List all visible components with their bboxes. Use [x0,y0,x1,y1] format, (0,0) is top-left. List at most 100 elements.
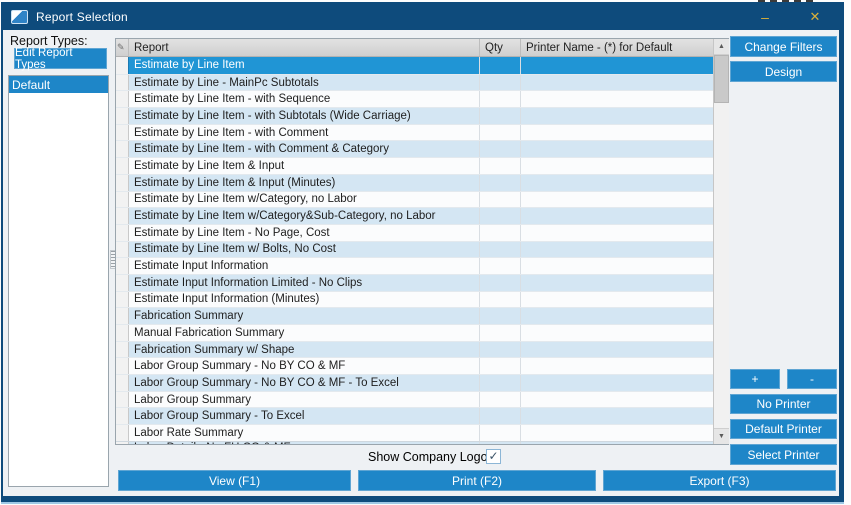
default-printer-button[interactable]: Default Printer [730,419,837,439]
table-row[interactable]: Estimate by Line Item - with Subtotals (… [116,107,713,124]
table-row[interactable]: Estimate Input Information Limited - No … [116,273,713,291]
column-header-printer[interactable]: Printer Name - (*) for Default [526,41,673,54]
table-row[interactable]: Estimate by Line Item - with Sequence [116,90,713,108]
design-button[interactable]: Design [730,61,837,82]
report-name-cell: Fabrication Summary w/ Shape [129,341,480,358]
table-row[interactable]: Labor Group Summary - No BY CO & MF - To… [116,374,713,391]
qty-cell [480,341,521,358]
indicator-pencil-icon: ✎ [117,42,125,52]
row-indicator-cell [116,425,129,441]
no-printer-button[interactable]: No Printer [730,394,837,414]
table-row[interactable]: Estimate by Line - MainPc Subtotals [116,73,713,91]
close-icon: ✕ [809,9,821,24]
print-button[interactable]: Print (F2) [358,470,596,491]
report-type-list-item[interactable]: Default [9,76,108,93]
column-header-report[interactable]: Report [129,39,480,56]
qty-cell [480,158,521,174]
printer-cell [521,292,713,308]
report-name-cell: Estimate by Line Item - with Comment & C… [129,141,480,158]
qty-cell [480,191,521,208]
report-name-cell: Estimate Input Information [129,258,480,274]
row-indicator-cell [116,158,129,174]
table-row[interactable]: Manual Fabrication Summary [116,324,713,341]
scrollbar-track[interactable] [714,103,729,428]
titlebar: Report Selection – ✕ [3,4,839,30]
printer-cell [521,141,713,157]
table-row[interactable]: Labor Group Summary - To Excel [116,407,713,425]
qty-cell [480,425,521,441]
table-vertical-scrollbar[interactable]: ▲ ▼ [713,39,729,444]
scrollbar-thumb[interactable] [714,55,729,103]
table-row[interactable]: Estimate by Line Item & Input (Minutes) [116,173,713,191]
table-row[interactable]: Labor Rate Summary [116,424,713,441]
row-indicator-cell [116,141,129,158]
report-name-cell: Estimate by Line Item - with Sequence [129,91,480,108]
table-row[interactable]: Estimate Input Information [116,257,713,274]
qty-cell [480,91,521,108]
printer-cell [521,275,713,291]
close-button[interactable]: ✕ [799,4,831,30]
table-row[interactable]: Labor Group Summary [116,390,713,408]
qty-cell [480,57,521,74]
row-indicator-header[interactable]: ✎ [116,39,129,56]
qty-cell [480,124,521,141]
row-indicator-cell [116,408,129,425]
window-bottom-highlight [1,502,844,504]
table-row[interactable]: Estimate by Line Item & Input [116,157,713,174]
printer-cell [521,208,713,224]
select-printer-button[interactable]: Select Printer [730,444,837,465]
report-name-cell: Estimate by Line Item - with Subtotals (… [129,108,480,124]
row-indicator-cell [116,124,129,141]
increase-qty-button[interactable]: + [730,369,780,389]
check-icon: ✓ [488,449,499,463]
qty-cell [480,174,521,191]
table-row[interactable]: Labor Detail - No FH CO & MF [116,440,713,444]
edit-report-types-button[interactable]: Edit Report Types [14,47,107,71]
table-row[interactable]: Estimate by Line Item [116,57,713,74]
scrollbar-down-button[interactable]: ▼ [714,428,729,444]
table-header-row: ✎ Report Qty Printer Name - (*) for Defa… [116,39,713,57]
table-row[interactable]: Estimate by Line Item w/Category, no Lab… [116,190,713,208]
scrollbar-up-button[interactable]: ▲ [714,39,729,55]
window-title: Report Selection [36,10,128,24]
printer-cell [521,108,713,124]
printer-cell [521,408,713,424]
table-row[interactable]: Estimate by Line Item w/ Bolts, No Cost [116,240,713,258]
qty-cell [480,241,521,258]
report-types-listbox[interactable]: Default [8,75,109,487]
qty-cell [480,408,521,425]
table-row[interactable]: Labor Group Summary - No BY CO & MF [116,357,713,375]
table-row[interactable]: Estimate by Line Item - with Comment [116,123,713,141]
show-company-logo-checkbox[interactable]: ✓ [486,449,501,464]
table-row[interactable]: Estimate by Line Item - No Page, Cost [116,223,713,241]
qty-cell [480,224,521,241]
printer-cell [521,57,713,74]
table-row[interactable]: Estimate by Line Item - with Comment & C… [116,140,713,158]
table-row[interactable]: Estimate by Line Item w/Category&Sub-Cat… [116,207,713,224]
minimize-button[interactable]: – [749,4,781,30]
column-header-qty[interactable]: Qty [480,39,521,56]
report-name-cell: Labor Group Summary - No BY CO & MF [129,358,480,375]
report-name-cell: Estimate by Line - MainPc Subtotals [129,74,480,91]
row-indicator-cell [116,224,129,241]
printer-cell [521,358,713,374]
printer-cell [521,425,713,441]
row-indicator-cell [116,74,129,91]
printer-cell [521,342,713,358]
report-name-cell: Estimate by Line Item & Input (Minutes) [129,174,480,191]
printer-cell [521,192,713,208]
table-row[interactable]: Estimate Input Information (Minutes) [116,290,713,308]
qty-cell [480,358,521,375]
decrease-qty-button[interactable]: - [787,369,837,389]
view-button[interactable]: View (F1) [118,470,351,491]
screen-edge-artifact [758,0,818,2]
printer-cell [521,158,713,174]
report-name-cell: Estimate by Line Item w/ Bolts, No Cost [129,241,480,258]
qty-cell [480,141,521,158]
table-row[interactable]: Fabrication Summary [116,307,713,324]
qty-cell [480,108,521,124]
table-row[interactable]: Fabrication Summary w/ Shape [116,340,713,358]
change-filters-button[interactable]: Change Filters [730,36,837,57]
export-button[interactable]: Export (F3) [603,470,836,491]
